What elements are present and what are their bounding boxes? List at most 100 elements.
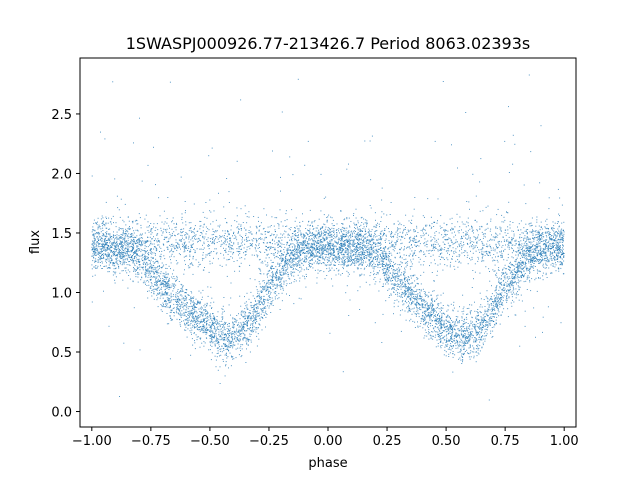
- data-point: [525, 246, 527, 248]
- data-point: [439, 328, 441, 330]
- data-point: [272, 285, 274, 287]
- data-point: [371, 260, 373, 262]
- data-point: [495, 292, 497, 294]
- data-point: [414, 235, 416, 237]
- data-point: [188, 248, 190, 249]
- data-point: [136, 254, 138, 256]
- data-point: [361, 236, 363, 238]
- data-point: [371, 265, 373, 267]
- data-point: [518, 282, 520, 284]
- data-point: [283, 265, 285, 267]
- data-point: [445, 323, 447, 324]
- data-point: [496, 307, 498, 309]
- data-point: [434, 263, 436, 265]
- data-point: [192, 273, 194, 275]
- data-point: [292, 249, 294, 251]
- data-point: [230, 336, 232, 338]
- data-point: [235, 357, 237, 359]
- data-point: [281, 300, 283, 302]
- data-point: [321, 246, 323, 248]
- data-point: [460, 339, 462, 341]
- data-point: [548, 267, 550, 269]
- data-point: [511, 237, 513, 239]
- data-point: [181, 295, 183, 297]
- data-point: [148, 226, 150, 228]
- data-point: [411, 250, 413, 252]
- data-point: [126, 264, 128, 266]
- data-point: [136, 266, 138, 268]
- data-point: [416, 307, 418, 308]
- data-point: [135, 260, 137, 262]
- data-point: [556, 223, 558, 224]
- data-point: [562, 240, 564, 242]
- data-point: [206, 315, 208, 317]
- data-point: [217, 329, 219, 330]
- data-point: [100, 231, 102, 233]
- data-point: [205, 330, 207, 331]
- data-point: [240, 242, 242, 244]
- data-point: [111, 256, 113, 257]
- data-point: [303, 252, 305, 253]
- data-point: [327, 227, 329, 229]
- data-point: [440, 319, 442, 321]
- data-point: [407, 294, 409, 296]
- data-point: [182, 302, 184, 304]
- data-point: [535, 225, 537, 227]
- data-point: [393, 287, 395, 288]
- data-point: [151, 264, 152, 266]
- data-point: [145, 269, 147, 271]
- data-point: [448, 327, 450, 329]
- data-point: [557, 228, 559, 230]
- data-point: [242, 328, 244, 330]
- data-point: [329, 244, 331, 246]
- data-point: [166, 323, 168, 325]
- data-point: [318, 256, 320, 258]
- data-point: [194, 342, 196, 344]
- data-point: [399, 257, 401, 259]
- data-point: [355, 260, 357, 262]
- data-point: [119, 249, 121, 251]
- data-point: [299, 261, 301, 263]
- data-point: [548, 245, 550, 247]
- data-point: [403, 303, 405, 305]
- data-point: [491, 257, 493, 259]
- data-point: [275, 256, 277, 258]
- data-point: [139, 217, 141, 219]
- data-point: [98, 224, 100, 226]
- data-point: [297, 274, 299, 276]
- data-point: [398, 267, 400, 269]
- data-point: [489, 317, 491, 318]
- data-point: [370, 231, 372, 232]
- data-point: [110, 251, 112, 253]
- data-point: [536, 234, 538, 236]
- data-point: [437, 303, 439, 305]
- data-point: [218, 192, 219, 194]
- data-point: [518, 223, 520, 225]
- data-point: [420, 290, 422, 292]
- data-point: [529, 279, 531, 281]
- data-point: [200, 248, 202, 250]
- data-point: [216, 323, 218, 325]
- data-point: [275, 291, 277, 293]
- data-point: [321, 257, 323, 259]
- data-point: [192, 231, 194, 233]
- data-point: [503, 276, 505, 278]
- data-point: [447, 343, 449, 345]
- data-point: [498, 243, 500, 245]
- data-point: [316, 234, 318, 235]
- data-point: [323, 197, 325, 199]
- data-point: [465, 330, 467, 332]
- data-point: [175, 280, 177, 282]
- data-point: [262, 287, 264, 289]
- data-point: [415, 315, 417, 317]
- data-point: [433, 280, 435, 282]
- data-point: [484, 236, 486, 238]
- data-point: [146, 226, 148, 228]
- data-point: [109, 267, 111, 268]
- data-point: [530, 254, 531, 256]
- data-point: [362, 262, 364, 264]
- data-point: [336, 268, 338, 270]
- data-point: [316, 277, 318, 279]
- data-point: [183, 298, 185, 300]
- data-point: [142, 233, 143, 235]
